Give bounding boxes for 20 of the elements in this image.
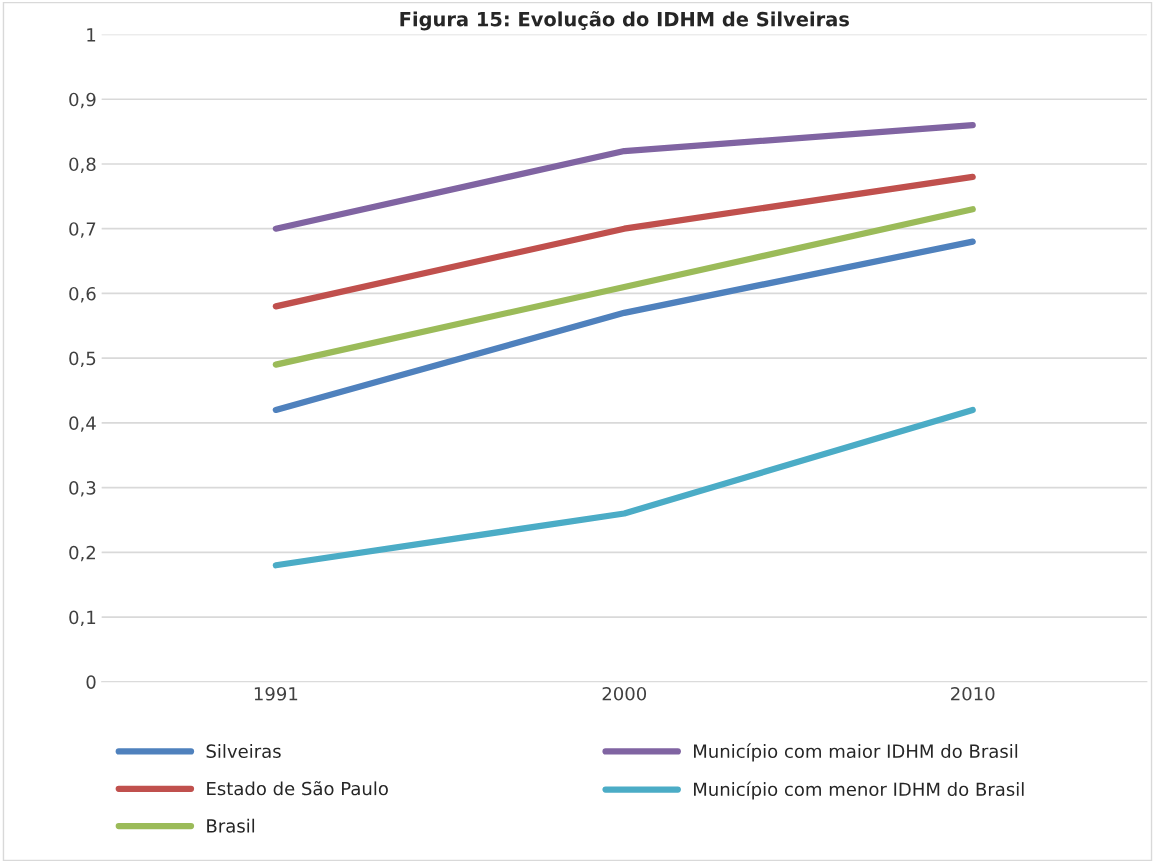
y-tick-label: 0,4 — [69, 416, 96, 432]
y-tick-label: 0,7 — [69, 222, 96, 238]
x-tick-label: 2010 — [951, 686, 995, 701]
y-tick-label: 0,5 — [69, 351, 96, 368]
legend-label: Estado de São Paulo — [207, 781, 388, 796]
y-tick-label: 0,6 — [69, 286, 96, 303]
x-tick-label: 2000 — [602, 686, 647, 701]
chart-title: Figura 15: Evolução do IDHM de Silveiras — [400, 11, 849, 31]
y-tick-label: 0,9 — [69, 92, 96, 109]
x-tick-label: 1991 — [254, 686, 298, 701]
legend-label: Silveiras — [206, 744, 281, 759]
y-tick-label: 0,1 — [69, 610, 96, 626]
y-tick-label: 0 — [86, 675, 96, 689]
legend-label: Brasil — [207, 818, 255, 833]
y-tick-label: 1 — [87, 28, 96, 42]
y-tick-label: 0,8 — [69, 157, 96, 173]
y-tick-label: 0,2 — [69, 545, 95, 562]
y-tick-label: 0,3 — [69, 481, 96, 497]
legend-label: Município com maior IDHM do Brasil — [694, 743, 1018, 762]
legend-label: Município com menor IDHM do Brasil — [694, 781, 1024, 800]
